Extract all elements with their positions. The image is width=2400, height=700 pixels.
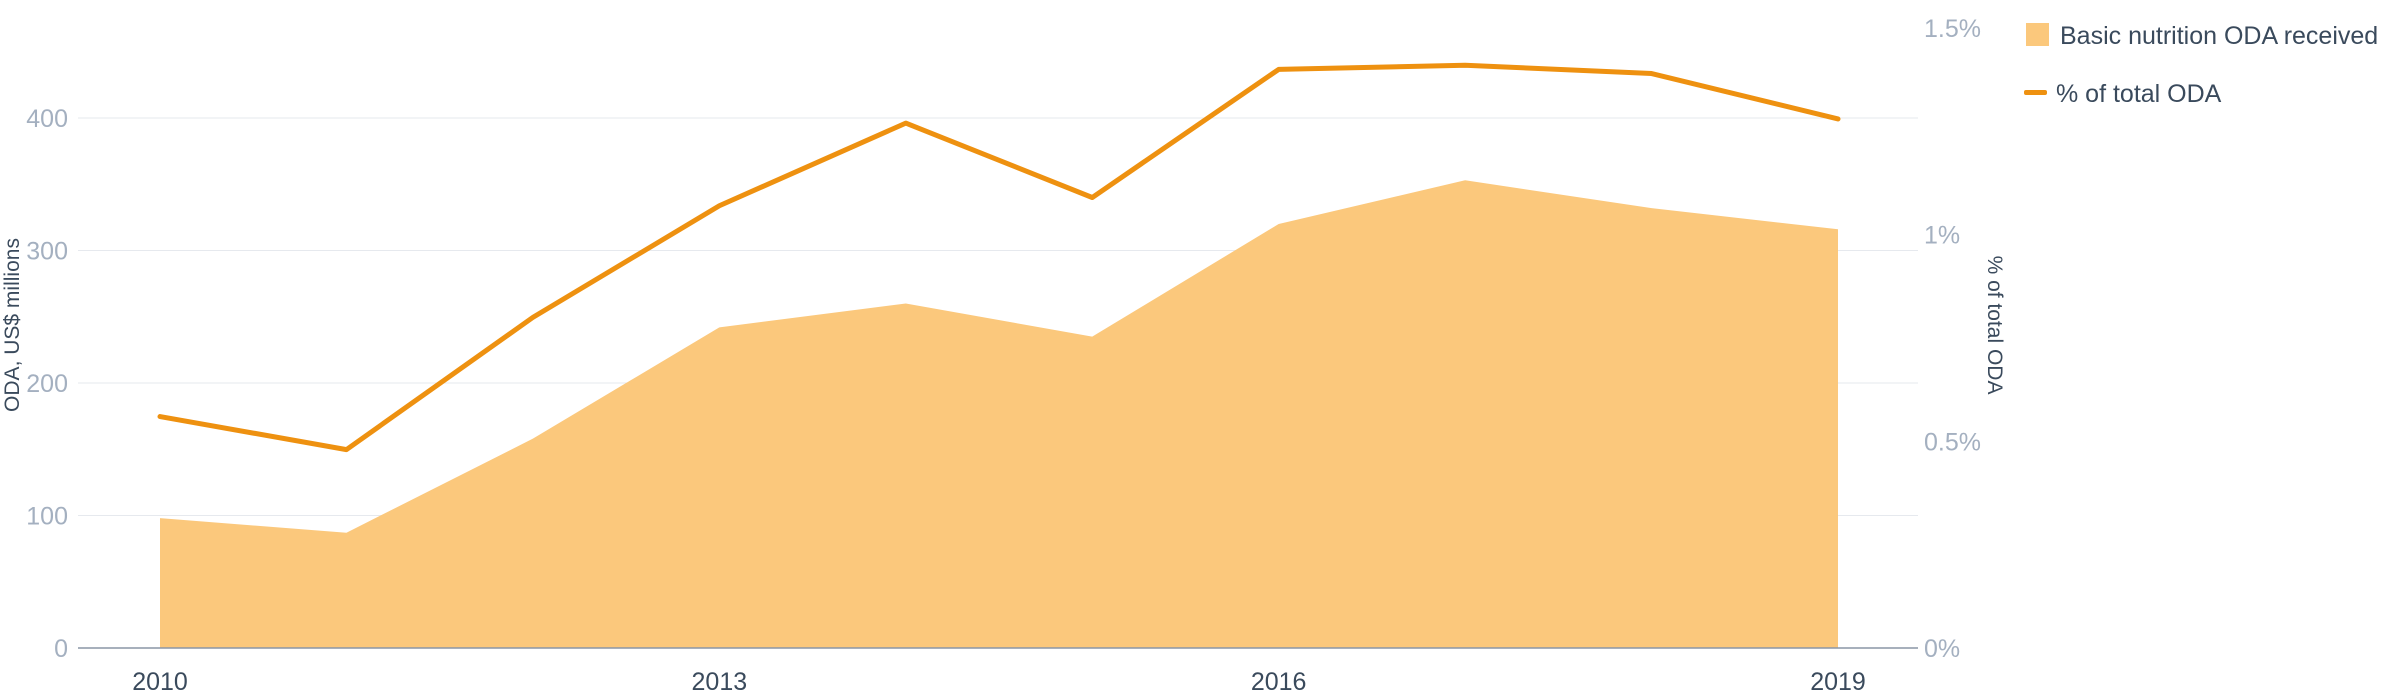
right-tick-label: 1.5% bbox=[1924, 15, 1981, 43]
x-tick-label: 2013 bbox=[692, 668, 748, 696]
legend-swatch-line[interactable] bbox=[2024, 90, 2047, 95]
right-tick-label: 0.5% bbox=[1924, 428, 1981, 456]
left-tick-label: 300 bbox=[26, 238, 68, 266]
right-tick-label: 0% bbox=[1924, 635, 1960, 663]
left-tick-label: 0 bbox=[54, 635, 68, 663]
legend-label-area[interactable]: Basic nutrition ODA received bbox=[2060, 22, 2378, 50]
x-tick-label: 2010 bbox=[132, 668, 188, 696]
right-tick-label: 1% bbox=[1924, 222, 1960, 250]
legend-swatch-area[interactable] bbox=[2026, 23, 2049, 46]
left-tick-label: 400 bbox=[26, 105, 68, 133]
nutrition-oda-area-layer bbox=[160, 180, 1838, 648]
x-axis-ticks: 2010 2013 2016 2019 bbox=[132, 668, 1866, 696]
left-axis-ticks: 0 100 200 300 400 bbox=[26, 105, 68, 663]
nutrition-oda-area bbox=[160, 180, 1838, 648]
left-tick-label: 100 bbox=[26, 503, 68, 531]
right-axis-ticks: 0% 0.5% 1% 1.5% bbox=[1924, 15, 1981, 663]
x-tick-label: 2016 bbox=[1251, 668, 1307, 696]
percent-oda-line-layer bbox=[157, 62, 1841, 453]
legend-label-line[interactable]: % of total ODA bbox=[2056, 80, 2222, 108]
percent-oda-line bbox=[157, 62, 1841, 453]
left-axis-title: ODA, US$ millions bbox=[1, 238, 24, 412]
legend: Basic nutrition ODA received % of total … bbox=[2024, 22, 2378, 108]
right-axis-title: % of total ODA bbox=[1983, 256, 2006, 395]
x-tick-label: 2019 bbox=[1810, 668, 1866, 696]
left-tick-label: 200 bbox=[26, 370, 68, 398]
